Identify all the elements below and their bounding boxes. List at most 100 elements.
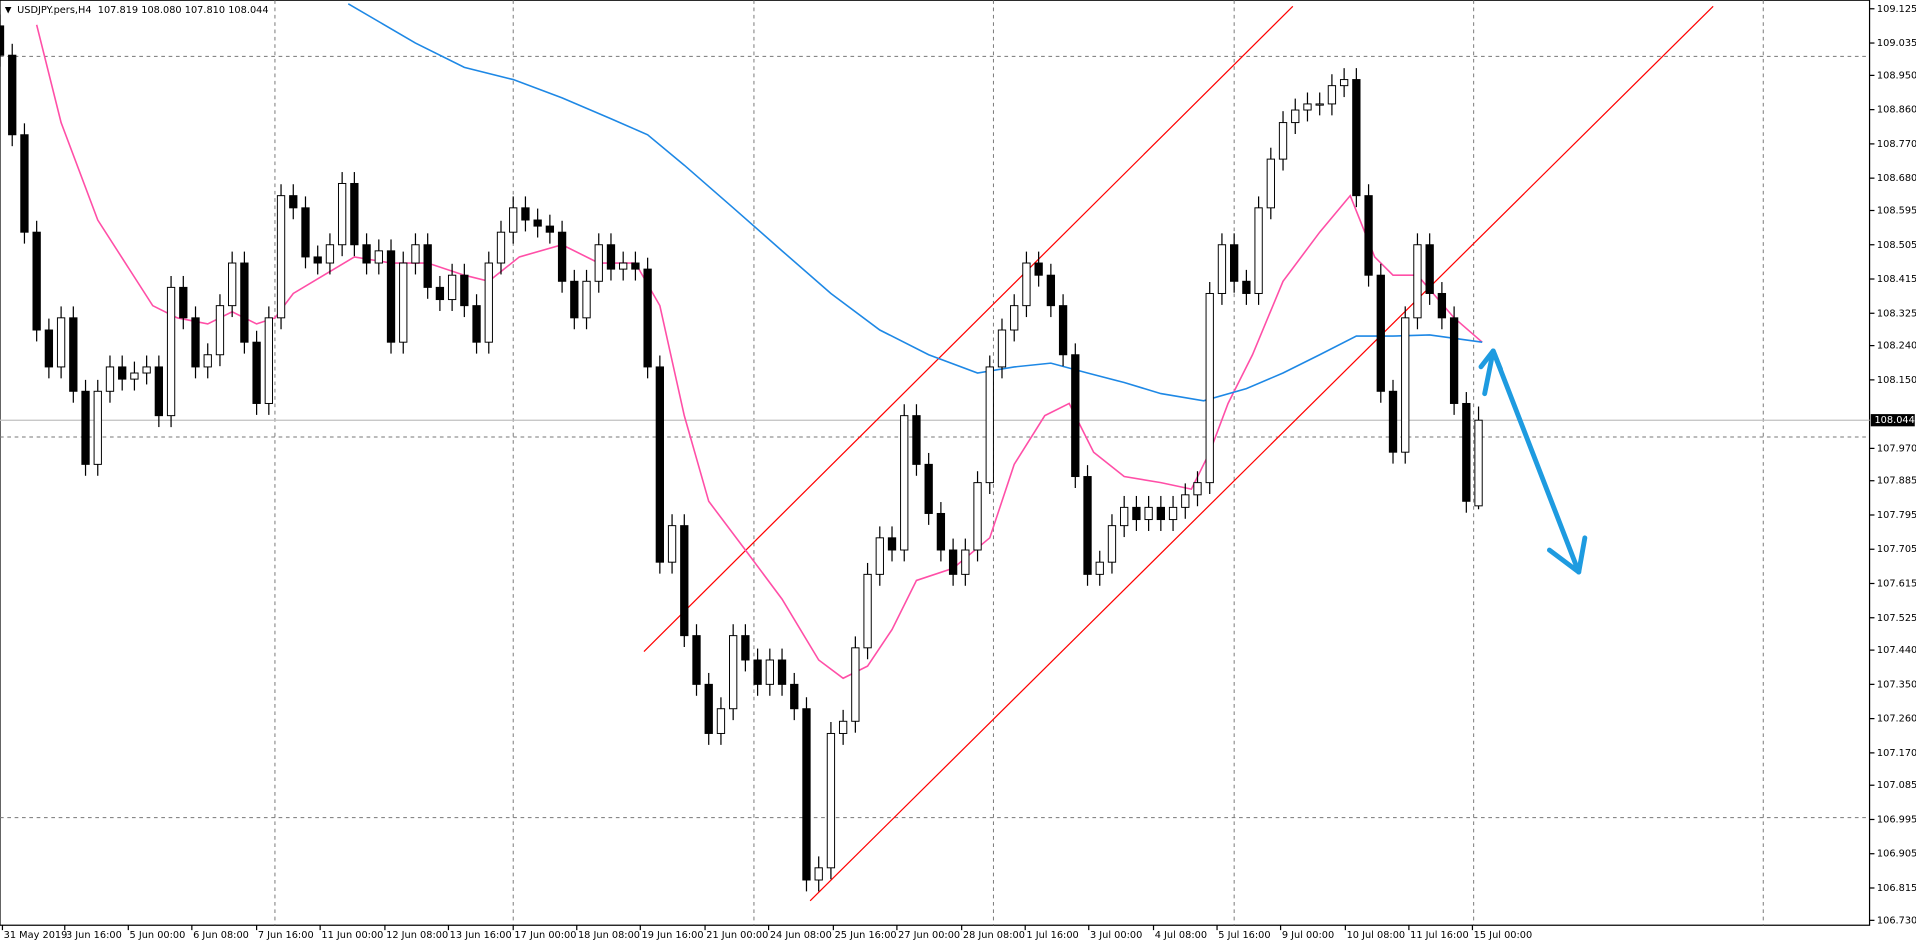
candle-body (313, 256, 322, 264)
x-tick-label: 21 Jun 00:00 (706, 930, 768, 941)
candle-body (1181, 494, 1190, 508)
y-tick-label: 108.150 (1877, 375, 1916, 386)
candle-body (924, 463, 933, 514)
candle-body (496, 231, 506, 264)
candle-body (240, 262, 249, 343)
y-tick-label: 108.595 (1877, 205, 1916, 216)
candle-body (44, 329, 54, 368)
candle-body (8, 54, 17, 136)
candle-body (276, 195, 286, 319)
candle-body (582, 280, 591, 319)
candle-body (20, 134, 29, 233)
candle-body (1315, 103, 1324, 106)
candle-body (863, 573, 872, 649)
candle-body (118, 366, 127, 380)
candle-body (1193, 482, 1202, 496)
candle-body (325, 244, 335, 264)
candle-body (1462, 402, 1471, 502)
candle-body (203, 354, 212, 368)
arrow-head-up (1478, 348, 1503, 372)
candle-body (423, 244, 432, 288)
candle-body (1010, 305, 1019, 331)
plot-frame (0, 0, 1871, 926)
candle-body (154, 366, 164, 417)
candle-body (594, 244, 603, 282)
candle-body (1254, 207, 1263, 294)
x-tick-label: 19 Jun 16:00 (642, 930, 704, 941)
candle-body (716, 708, 726, 734)
candle-body (1352, 79, 1361, 197)
y-tick-label: 108.505 (1877, 240, 1916, 251)
x-tick-label: 3 Jun 16:00 (66, 930, 122, 941)
candles (0, 14, 1483, 892)
x-tick-label: 17 Jun 00:00 (514, 930, 576, 941)
x-tick-label: 11 Jul 16:00 (1410, 930, 1469, 941)
candle-body (447, 274, 457, 301)
candle-body (631, 262, 640, 270)
candle-body (961, 549, 970, 575)
candle-body (606, 244, 616, 270)
candle-body (1156, 506, 1165, 521)
y-tick-label: 107.795 (1877, 510, 1916, 521)
candle-body (1266, 158, 1275, 209)
y-tick-label: 106.730 (1877, 915, 1916, 926)
y-tick-label: 108.415 (1877, 274, 1916, 285)
y-tick-label: 107.170 (1877, 748, 1916, 759)
x-tick-label: 5 Jul 16:00 (1218, 930, 1270, 941)
candle-body (399, 262, 408, 343)
header-quote: 107.819 108.080 107.810 108.044 (98, 5, 269, 16)
channel-lower (809, 5, 1714, 902)
candle-body (875, 537, 884, 575)
candle-body (1095, 561, 1104, 575)
candle-body (1168, 506, 1178, 521)
candle-body (301, 207, 310, 258)
channel-upper (643, 5, 1294, 652)
y-tick-label: 106.905 (1877, 849, 1916, 860)
current-price-label: 108.044 (1874, 415, 1914, 426)
candle-body (166, 286, 176, 417)
candle-body (179, 286, 188, 319)
candle-body (765, 659, 774, 685)
header-symbol: USDJPY.pers,H4 (17, 5, 91, 16)
candle-body (1425, 244, 1434, 294)
candle-body (472, 305, 481, 343)
candle-body (667, 525, 677, 563)
current-price-box (1870, 414, 1915, 427)
x-tick-label: 3 Jul 00:00 (1090, 930, 1142, 941)
candle-body (1291, 109, 1300, 124)
candle-body (1474, 419, 1483, 507)
candle-body (350, 182, 359, 246)
candle-body (838, 720, 848, 734)
candle-body (887, 537, 897, 551)
x-tick-label: 31 May 2019 (4, 930, 68, 941)
y-tick-label: 108.680 (1877, 173, 1916, 184)
candle-body (619, 262, 628, 270)
y-tick-label: 107.615 (1877, 578, 1916, 589)
candle-body (386, 250, 396, 343)
candle-body (973, 482, 982, 551)
candle-body (1107, 525, 1117, 563)
candle-body (655, 366, 665, 563)
candle-body (264, 317, 273, 404)
candle-body (0, 25, 5, 56)
candle-body (1230, 244, 1239, 282)
candle-body (362, 244, 371, 264)
axes: 109.125 109.035 108.950 108.860 108.770 108.6… (1, 4, 1916, 941)
candle-body (484, 262, 493, 343)
y-tick-label: 107.970 (1877, 443, 1916, 454)
candle-body (777, 659, 787, 685)
candle-body (680, 525, 689, 637)
candle-body (1364, 195, 1373, 276)
candle-body (1046, 274, 1056, 307)
candle-body (912, 415, 921, 465)
arrow-head-down (1546, 535, 1588, 575)
candle-body (1449, 317, 1459, 404)
y-tick-label: 108.770 (1877, 139, 1916, 150)
candle-body (1401, 317, 1410, 453)
candle-body (105, 366, 115, 392)
candle-body (521, 207, 530, 221)
candle-body (557, 231, 567, 282)
candle-body (1327, 85, 1337, 105)
candle-body (1022, 262, 1031, 307)
